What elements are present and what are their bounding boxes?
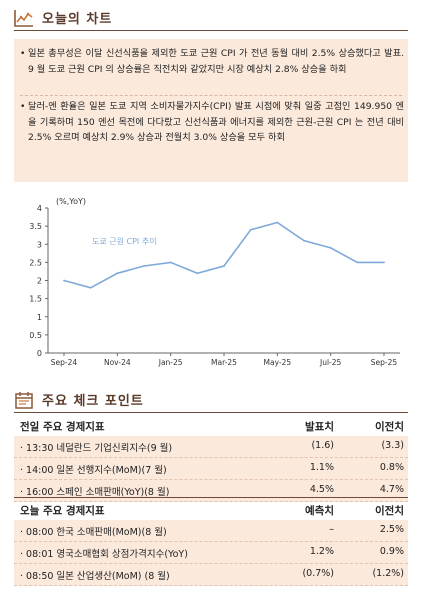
today-indicators-table: 오늘 주요 경제지표 예측치 이전치 · 08:00 한국 소매판매(MoM)(… [14, 497, 408, 586]
y-tick-label: 3 [37, 240, 42, 249]
x-tick-label: Jul-25 [319, 358, 342, 367]
previous-value: 4.7% [379, 484, 404, 495]
x-tick-label: Mar-25 [211, 358, 237, 367]
header-indicator: 오늘 주요 경제지표 [20, 505, 105, 517]
y-axis-label: (%,YoY) [56, 197, 86, 206]
table-row: · 08:50 일본 산업생산(MoM) (8 월) (0.7%) (1.2%) [14, 564, 408, 586]
table-row: · 13:30 네덜란드 기업신뢰지수(9 월) (1.6) (3.3) [14, 436, 408, 458]
x-tick-label: Nov-24 [104, 358, 131, 367]
header-previous: 이전치 [375, 421, 404, 433]
y-tick-label: 2.5 [30, 258, 42, 267]
data-point [116, 272, 119, 275]
y-tick-label: 0.5 [30, 331, 42, 340]
y-tick-label: 2 [37, 277, 42, 286]
series-label: 도쿄 근원 CPI 추이 [92, 236, 157, 246]
data-point [356, 261, 359, 264]
header-actual: 발표치 [305, 421, 334, 433]
data-point [303, 239, 305, 242]
y-tick-label: 1 [37, 313, 42, 322]
previous-value: (3.3) [381, 440, 404, 451]
previous-value: (1.2%) [372, 568, 404, 579]
y-tick-label: 1.5 [30, 295, 42, 304]
calendar-icon [15, 392, 33, 409]
bullet-dot: • [20, 48, 26, 59]
data-point [63, 279, 65, 282]
x-tick-label: Sep-25 [371, 358, 398, 367]
data-point [169, 261, 172, 264]
table-row: · 08:01 영국소매협회 상점가격지수(YoY) 1.2% 0.9% [14, 542, 408, 564]
summary-bullet: • 달러-엔 환율은 일본 도쿄 지역 소비자물가지수(CPI) 발표 시점에 … [20, 99, 404, 146]
section-header-todays-chart: 오늘의 차트 [14, 8, 408, 31]
chart-marks [63, 221, 385, 289]
data-point [223, 265, 225, 267]
actual-value: 4.5% [309, 484, 334, 495]
indicator-name: · 08:01 영국소매협회 상점가격지수(YoY) [20, 549, 188, 560]
table-row: · 16:00 스페인 소매판매(YoY)(8 월) 4.5% 4.7% [14, 480, 408, 502]
x-tick-label: May-25 [264, 358, 292, 367]
indicator-name: · 08:00 한국 소매판매(MoM)(8 월) [20, 527, 167, 538]
table-row: · 08:00 한국 소매판매(MoM)(8 월) – 2.5% [14, 520, 408, 542]
previous-value: 0.9% [379, 546, 404, 557]
data-point [143, 265, 145, 267]
previous-value: 0.8% [379, 462, 404, 473]
header-forecast: 예측치 [305, 505, 334, 517]
table-row: · 14:00 일본 선행지수(MoM)(7 월) 1.1% 0.8% [14, 458, 408, 480]
cpi-line-chart: 0 0.5 1 1.5 2 2.5 3 3.5 4 Sep-24 Nov-24 Jan-25 Mar-2… [30, 197, 400, 367]
y-tick-label: 4 [37, 204, 42, 213]
header-indicator: 전일 주요 경제지표 [20, 421, 105, 433]
summary-box: • 일본 총무성은 이달 신선식품을 제외한 도쿄 근원 CPI 가 전년 동월… [14, 39, 408, 182]
summary-bullet: • 일본 총무성은 이달 신선식품을 제외한 도쿄 근원 CPI 가 전년 동월… [20, 46, 404, 77]
data-point [276, 221, 279, 224]
section-title: 오늘의 차트 [42, 12, 113, 27]
bullet-text: 일본 총무성은 이달 신선식품을 제외한 도쿄 근원 CPI 가 전년 동월 대… [28, 48, 404, 75]
forecast-value: 1.2% [309, 546, 334, 557]
data-point [249, 228, 252, 231]
section-title: 주요 체크 포인트 [42, 394, 144, 409]
x-tick-label: Sep-24 [51, 358, 78, 367]
indicator-name: · 13:30 네덜란드 기업신뢰지수(9 월) [20, 443, 173, 454]
section-header-checkpoints: 주요 체크 포인트 [14, 390, 408, 413]
previous-day-indicators-table: 전일 주요 경제지표 발표치 이전치 · 13:30 네덜란드 기업신뢰지수(9… [14, 414, 408, 502]
data-point [196, 272, 199, 275]
divider [20, 95, 402, 96]
y-tick-label: 0 [37, 349, 42, 358]
header-previous: 이전치 [375, 505, 404, 517]
previous-value: 2.5% [379, 524, 404, 535]
chart-axes: 0 0.5 1 1.5 2 2.5 3 3.5 4 Sep-24 Nov-24 Jan-25 Mar-2… [30, 204, 400, 367]
x-tick-label: Jan-25 [158, 358, 183, 367]
data-point [89, 286, 92, 289]
bullet-dot: • [20, 101, 26, 112]
forecast-value: – [329, 524, 334, 535]
chart-icon [14, 10, 33, 27]
table-header: 전일 주요 경제지표 발표치 이전치 [14, 414, 408, 436]
forecast-value: (0.7%) [302, 568, 334, 579]
data-point [383, 261, 385, 264]
series-line [63, 221, 384, 289]
data-point [329, 246, 332, 249]
indicator-name: · 14:00 일본 선행지수(MoM)(7 월) [20, 465, 167, 476]
indicator-name: · 16:00 스페인 소매판매(YoY)(8 월) [20, 487, 170, 498]
actual-value: (1.6) [311, 440, 334, 451]
indicator-name: · 08:50 일본 산업생산(MoM) (8 월) [20, 571, 170, 582]
table-header: 오늘 주요 경제지표 예측치 이전치 [14, 498, 408, 520]
y-tick-label: 3.5 [30, 222, 42, 231]
bullet-text: 달러-엔 환율은 일본 도쿄 지역 소비자물가지수(CPI) 발표 시점에 맞춰… [28, 101, 404, 143]
actual-value: 1.1% [309, 462, 334, 473]
